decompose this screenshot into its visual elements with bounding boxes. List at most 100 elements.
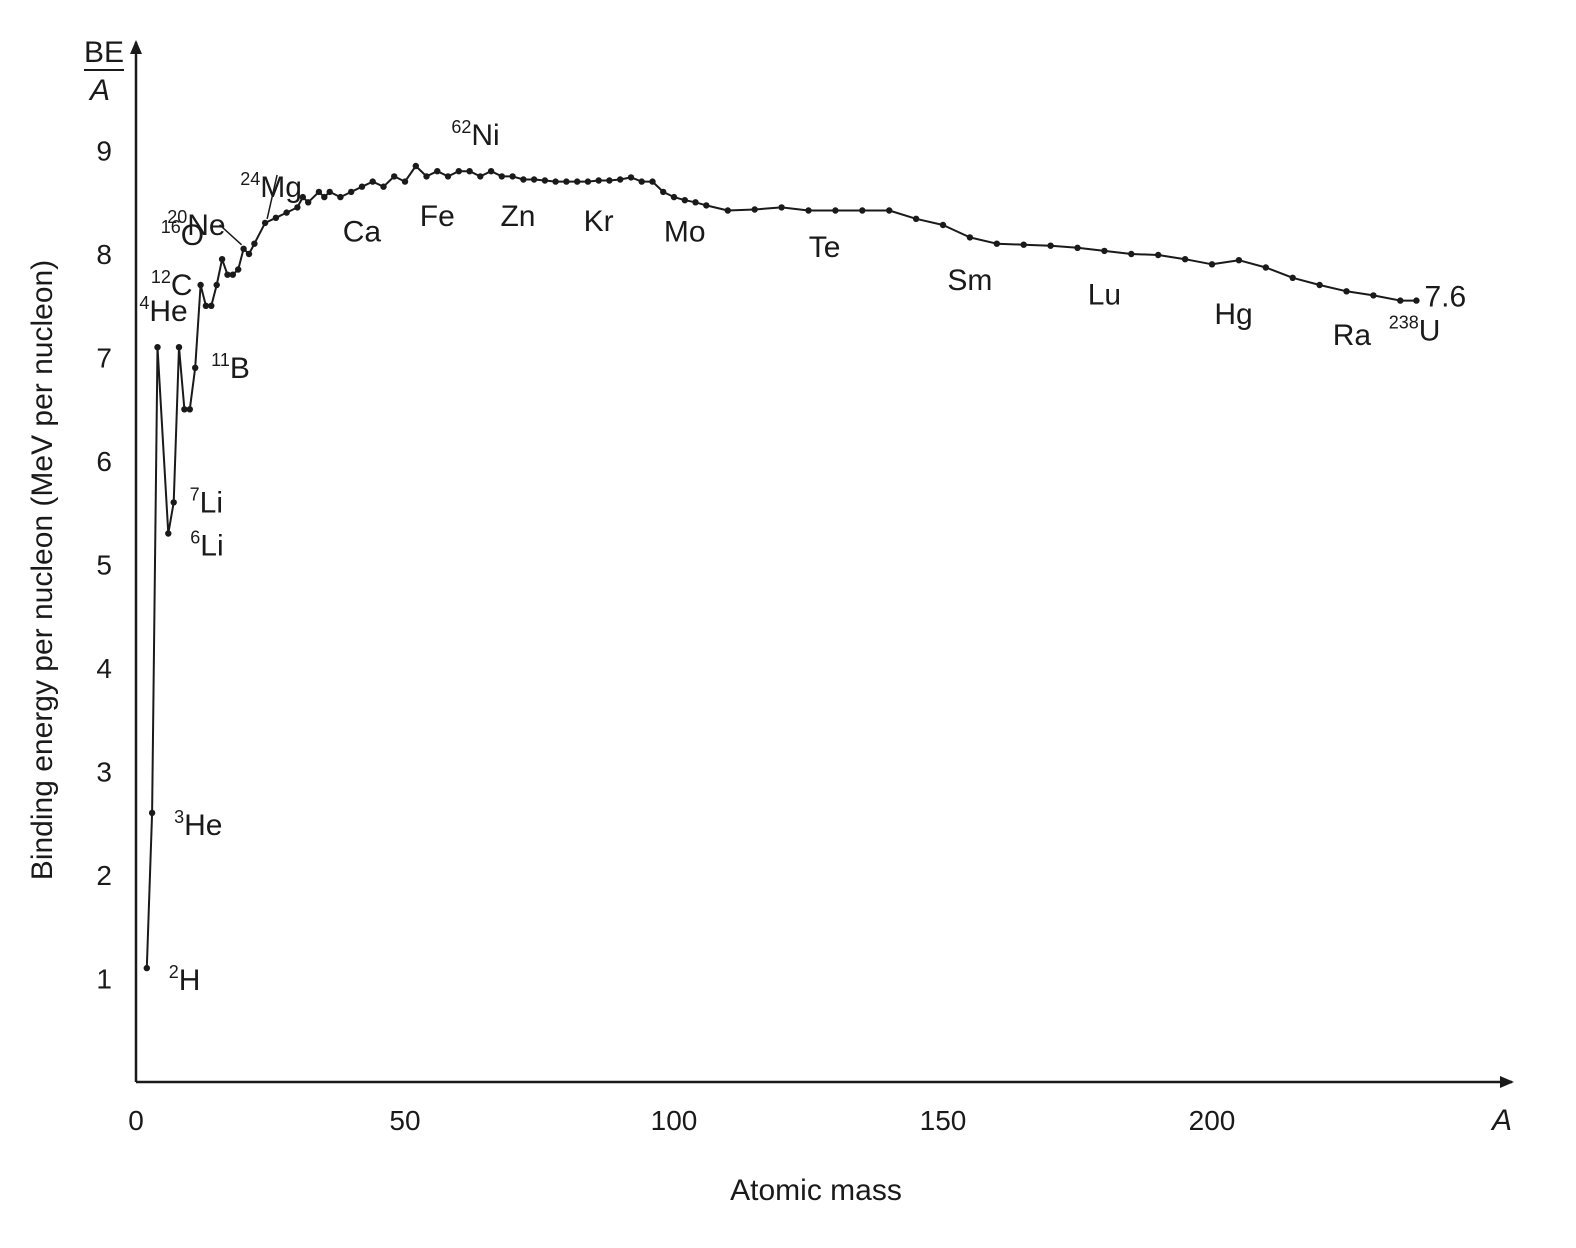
y-fraction-denominator: A: [88, 74, 110, 107]
end-isotope-label: 238U: [1389, 313, 1441, 348]
isotope-label: 12C: [151, 267, 193, 302]
y-axis-fraction-label: BE A: [84, 36, 124, 107]
data-point: [966, 234, 974, 241]
data-point: [434, 168, 441, 175]
isotope-label: 6Li: [190, 527, 223, 562]
isotope-mass-number: 24: [240, 169, 260, 189]
isotope-label: 11B: [211, 350, 250, 385]
y-tick-label: 7: [96, 343, 112, 374]
isotope-symbol: O: [181, 219, 204, 252]
data-point: [1074, 244, 1081, 251]
data-point: [660, 188, 667, 196]
y-tick-label: 8: [96, 239, 112, 270]
data-point: [1413, 297, 1420, 304]
data-point: [143, 964, 150, 972]
isotope-label: 7Li: [190, 484, 223, 519]
isotope-label: 4He: [139, 293, 187, 328]
y-tick-label: 6: [96, 446, 112, 477]
data-point: [251, 240, 258, 247]
data-point: [912, 215, 920, 222]
data-point: [391, 173, 398, 180]
y-tick-label: 1: [96, 964, 112, 995]
data-point: [574, 178, 581, 185]
data-point: [423, 173, 430, 180]
data-point: [321, 193, 328, 201]
data-point: [175, 344, 183, 351]
data-point: [235, 266, 242, 273]
data-point: [886, 207, 893, 214]
y-tick-label: 3: [96, 757, 112, 788]
data-point: [1235, 257, 1243, 264]
isotope-mass-number: 7: [190, 484, 200, 504]
isotope-symbol: He: [149, 295, 187, 328]
data-point: [218, 256, 226, 263]
data-point: [245, 250, 253, 258]
data-point: [197, 281, 204, 289]
data-point: [617, 176, 624, 183]
data-point: [498, 173, 505, 180]
data-point: [455, 168, 462, 175]
data-point: [294, 204, 301, 211]
data-point: [261, 219, 269, 227]
data-point: [412, 162, 419, 170]
axes: [130, 40, 1514, 1088]
data-point: [1370, 292, 1377, 299]
data-point: [751, 206, 758, 213]
data-point: [326, 188, 333, 196]
data-point: [832, 207, 839, 214]
series-line: [145, 165, 1417, 969]
data-point: [380, 183, 387, 190]
data-point: [1316, 281, 1323, 289]
data-point: [487, 168, 495, 175]
data-point: [192, 364, 199, 371]
ne-leader-line: [219, 224, 243, 246]
element-label: Ca: [343, 215, 382, 248]
data-point: [638, 178, 645, 185]
isotope-mass-number: 16: [161, 217, 181, 237]
data-point: [724, 207, 731, 214]
isotope-mass-number: 2: [169, 962, 179, 982]
data-point: [401, 178, 409, 185]
y-axis-title: Binding energy per nucleon (MeV per nucl…: [26, 260, 59, 880]
isotope-symbol: Li: [200, 529, 223, 562]
data-point: [670, 193, 678, 201]
data-point: [563, 178, 570, 185]
data-point: [305, 199, 312, 206]
data-point: [315, 188, 323, 196]
end-value-label: 7.6: [1424, 281, 1466, 314]
x-tick-label: 0: [128, 1105, 144, 1136]
isotope-mass-number: 11: [211, 350, 230, 370]
isotope-mass-number: 20: [167, 207, 187, 227]
data-point: [213, 281, 220, 289]
data-point: [283, 209, 290, 216]
element-label: Zn: [500, 200, 535, 233]
data-point: [299, 193, 306, 201]
data-point: [778, 204, 785, 211]
data-point: [552, 178, 559, 185]
data-point: [1128, 250, 1135, 258]
isotope-symbol: C: [171, 269, 193, 302]
data-point: [692, 199, 699, 206]
data-point: [224, 271, 231, 278]
data-point: [154, 344, 161, 351]
data-point: [1047, 242, 1054, 249]
data-point: [466, 168, 473, 175]
data-point: [369, 178, 376, 185]
data-point: [649, 178, 656, 185]
data-point: [358, 183, 366, 190]
data-point: [1262, 264, 1270, 271]
data-point: [606, 177, 613, 184]
data-point: [444, 173, 452, 180]
x-tick-label: 100: [651, 1105, 698, 1136]
isotope-label: 16O: [161, 217, 204, 252]
x-tick-label: 200: [1189, 1105, 1236, 1136]
data-point: [595, 177, 602, 184]
y-tick-labels: 1 2 3 4 5 6 7 8 9: [96, 136, 112, 995]
data-point: [703, 202, 710, 209]
isotope-label: 24Mg: [240, 169, 302, 204]
isotope-mass-number: 12: [151, 267, 171, 287]
y-tick-label: 4: [96, 653, 112, 684]
isotope-mass-number: 238: [1389, 313, 1419, 333]
